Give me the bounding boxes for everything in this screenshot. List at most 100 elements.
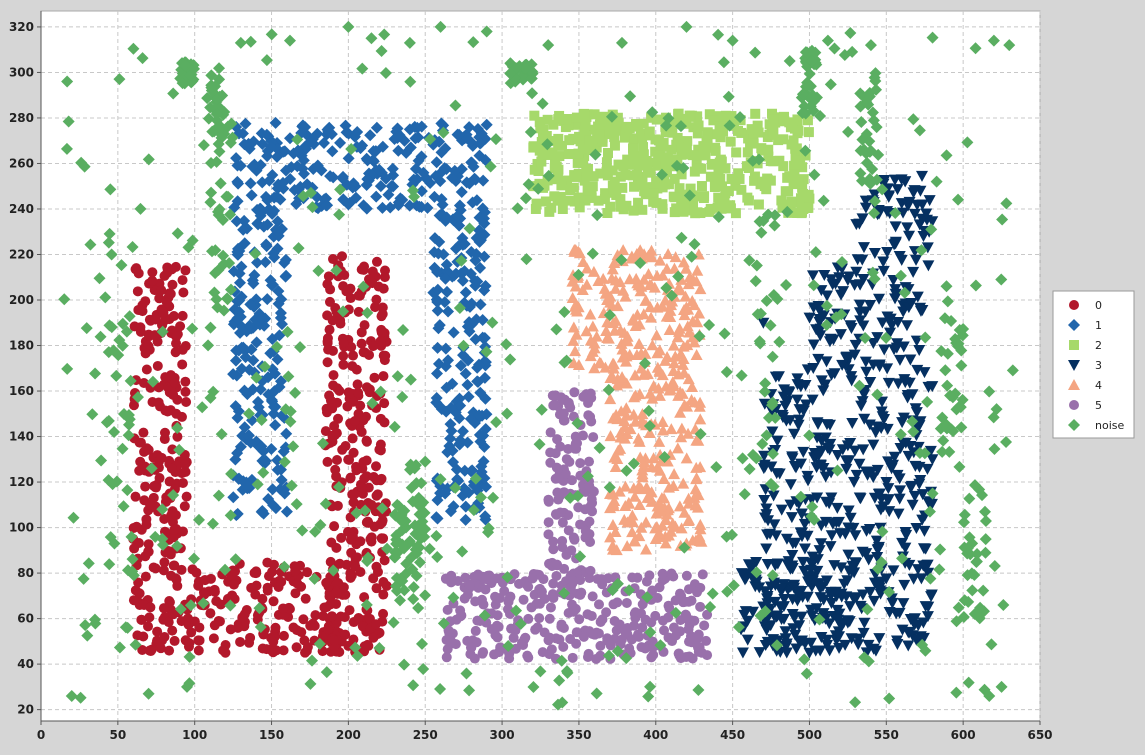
point-series-3 — [841, 274, 854, 286]
y-tick-label: 60 — [17, 612, 34, 626]
point-series-3 — [917, 617, 930, 629]
point-series-3 — [871, 551, 884, 563]
point-series-1 — [404, 141, 417, 154]
point-series-3 — [916, 170, 929, 182]
point-series-1 — [374, 180, 387, 193]
point-series-noise — [602, 383, 615, 396]
point-series-4 — [568, 243, 581, 255]
point-series-2 — [549, 191, 560, 202]
point-series-0 — [181, 397, 192, 408]
point-series-noise — [258, 360, 271, 373]
point-series-0 — [362, 516, 373, 527]
y-tick-label: 100 — [9, 521, 34, 535]
point-series-0 — [328, 380, 339, 391]
point-series-noise — [167, 489, 180, 502]
point-series-2 — [557, 204, 568, 215]
point-series-noise — [556, 696, 569, 709]
point-series-0 — [343, 454, 354, 465]
point-series-4 — [660, 262, 673, 274]
point-series-3 — [840, 352, 853, 364]
point-series-1 — [430, 396, 443, 409]
point-series-1 — [269, 502, 282, 515]
point-series-5 — [552, 434, 563, 445]
point-series-0 — [135, 437, 146, 448]
point-series-noise — [602, 649, 615, 662]
point-series-0 — [371, 583, 382, 594]
point-series-noise — [289, 386, 302, 399]
point-series-2 — [778, 161, 789, 172]
point-series-5 — [504, 648, 515, 659]
point-series-noise — [253, 602, 266, 615]
point-series-3 — [905, 297, 918, 309]
point-series-noise — [646, 106, 659, 119]
point-series-0 — [177, 477, 188, 488]
point-series-3 — [836, 444, 849, 456]
x-tick-label: 200 — [336, 728, 361, 742]
point-series-5 — [547, 390, 558, 401]
point-series-3 — [758, 459, 771, 471]
point-series-5 — [443, 625, 454, 636]
point-series-5 — [548, 536, 559, 547]
point-series-4 — [694, 461, 707, 473]
point-series-0 — [163, 617, 174, 628]
point-series-noise — [727, 579, 740, 592]
point-series-4 — [682, 373, 695, 385]
point-series-4 — [662, 248, 675, 260]
point-series-0 — [154, 473, 165, 484]
point-series-0 — [273, 581, 284, 592]
point-series-3 — [874, 588, 887, 600]
point-series-noise — [342, 20, 355, 33]
point-series-3 — [760, 509, 773, 521]
point-series-1 — [239, 117, 252, 130]
point-series-2 — [615, 194, 626, 205]
point-series-5 — [648, 649, 659, 660]
point-series-0 — [341, 286, 352, 297]
point-series-3 — [812, 450, 825, 462]
point-series-2 — [535, 123, 546, 134]
point-series-2 — [699, 191, 710, 202]
point-series-2 — [743, 133, 754, 144]
point-series-3 — [878, 175, 891, 187]
point-series-1 — [442, 305, 455, 318]
point-series-4 — [588, 362, 601, 374]
point-series-3 — [784, 415, 797, 427]
point-series-2 — [554, 151, 565, 162]
point-series-0 — [357, 621, 368, 632]
point-series-1 — [261, 218, 274, 231]
point-series-1 — [446, 444, 459, 457]
point-series-0 — [353, 387, 364, 398]
point-series-3 — [771, 435, 784, 447]
point-series-noise — [414, 498, 427, 511]
point-series-3 — [875, 423, 888, 435]
point-series-0 — [348, 447, 359, 458]
point-series-noise — [634, 257, 647, 270]
point-series-4 — [598, 282, 611, 294]
point-series-2 — [646, 112, 657, 123]
point-series-4 — [647, 380, 660, 392]
point-series-4 — [604, 502, 617, 514]
point-series-5 — [575, 458, 586, 469]
point-series-2 — [632, 169, 643, 180]
point-series-noise — [304, 677, 317, 690]
point-series-3 — [837, 286, 850, 298]
point-series-noise — [122, 418, 135, 431]
point-series-noise — [558, 356, 571, 369]
point-series-5 — [451, 614, 462, 625]
point-series-5 — [545, 447, 556, 458]
point-series-noise — [760, 294, 773, 307]
point-series-2 — [696, 181, 707, 192]
point-series-4 — [673, 322, 686, 334]
point-series-3 — [823, 618, 836, 630]
point-series-noise — [113, 641, 126, 654]
point-series-noise — [511, 202, 524, 215]
point-series-1 — [350, 191, 363, 204]
point-series-2 — [702, 129, 713, 140]
point-series-3 — [907, 266, 920, 278]
point-series-3 — [895, 174, 908, 186]
point-series-4 — [651, 500, 664, 512]
y-tick-label: 240 — [9, 202, 34, 216]
point-series-noise — [541, 138, 554, 151]
point-series-noise — [780, 279, 793, 292]
point-series-4 — [581, 262, 594, 274]
point-series-1 — [232, 177, 245, 190]
